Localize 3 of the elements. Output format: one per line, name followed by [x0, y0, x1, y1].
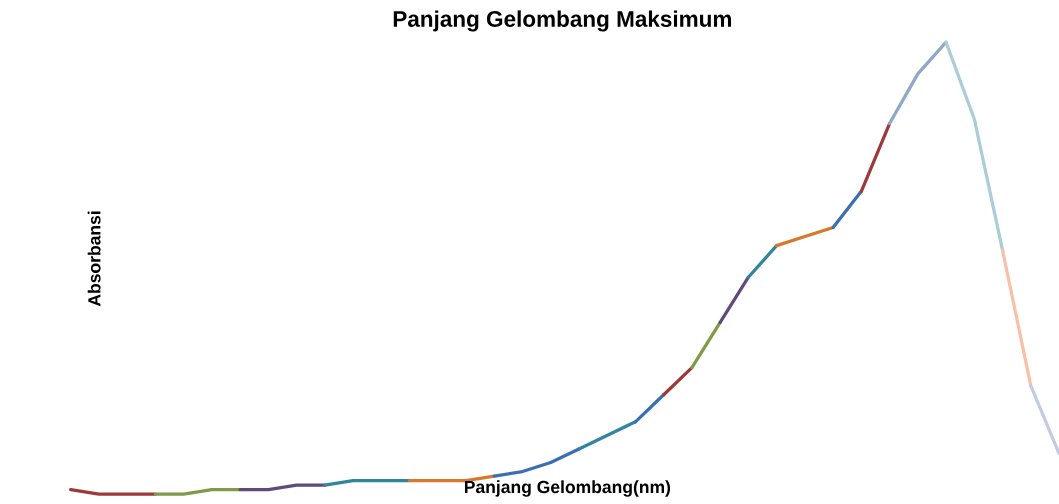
- y-axis-title: Absorbansi: [87, 211, 101, 307]
- chart-title: Panjang Gelombang Maksimum: [393, 10, 732, 32]
- x-axis-title: Panjang Gelombang(nm): [464, 480, 671, 497]
